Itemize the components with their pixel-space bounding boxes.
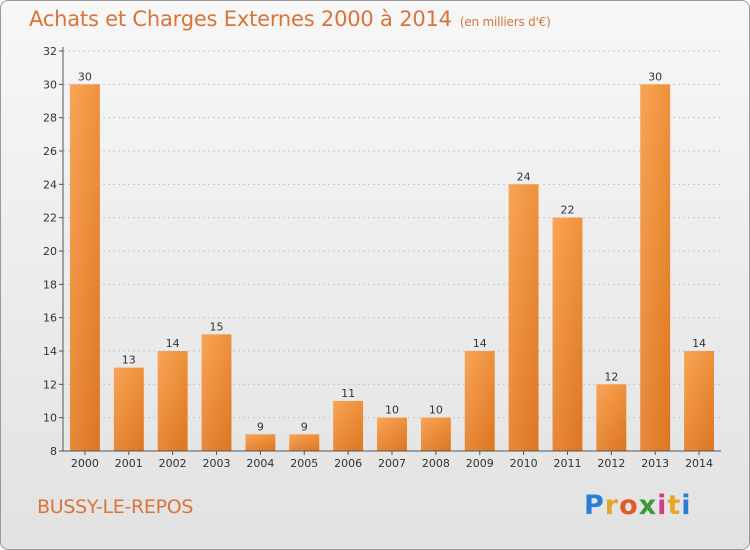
x-tick-label: 2009: [466, 457, 494, 470]
chart-title-text: Achats et Charges Externes 2000 à 2014: [29, 7, 452, 31]
bar-shade: [508, 184, 539, 452]
x-tick-label: 2011: [553, 457, 581, 470]
bars-group: 30 13 14 15 9 9 11 10 10 14 24 22 12 30 14: [70, 70, 714, 452]
bar-value-label: 9: [257, 420, 264, 433]
logo-letter: o: [619, 490, 639, 521]
bar-shade: [245, 434, 276, 451]
bar-shade: [420, 417, 451, 451]
logo-letter: i: [681, 490, 692, 521]
bar-shade: [333, 401, 364, 451]
bar-value-label: 14: [166, 337, 180, 350]
bar-value-label: 13: [122, 354, 136, 367]
bar-value-label: 10: [429, 404, 443, 417]
bar-shade: [596, 384, 627, 451]
bar-shade: [157, 351, 188, 451]
y-tick-label: 22: [43, 212, 57, 225]
x-tick-label: 2001: [115, 457, 143, 470]
y-tick-label: 14: [43, 345, 57, 358]
x-tick-label: 2003: [203, 457, 231, 470]
bar-value-label: 14: [473, 337, 487, 350]
x-tick-label: 2004: [246, 457, 274, 470]
bar-value-label: 30: [648, 70, 662, 83]
bar-value-label: 11: [341, 387, 355, 400]
proxiti-logo: Proxiti: [584, 490, 692, 521]
bar-shade: [464, 351, 495, 451]
bar-value-label: 22: [560, 204, 574, 217]
y-tick-label: 12: [43, 378, 57, 391]
bar-value-label: 10: [385, 404, 399, 417]
bar-value-label: 30: [78, 70, 92, 83]
y-tick-label: 10: [43, 412, 57, 425]
chart-title: Achats et Charges Externes 2000 à 2014 (e…: [29, 7, 551, 31]
logo-letter: x: [638, 490, 658, 521]
x-tick-label: 2013: [641, 457, 669, 470]
x-tick-label: 2007: [378, 457, 406, 470]
x-tick-label: 2005: [290, 457, 318, 470]
logo-letter: t: [667, 490, 682, 521]
bar-value-label: 14: [692, 337, 706, 350]
chart-subtitle: (en milliers d'€): [459, 15, 551, 29]
y-tick-label: 18: [43, 278, 57, 291]
logo-letter: i: [657, 490, 668, 521]
commune-name: BUSSY-LE-REPOS: [37, 496, 194, 518]
bar-value-label: 24: [517, 170, 531, 183]
logo-letter: r: [604, 490, 620, 521]
bar-shade: [552, 217, 583, 451]
x-tick-label: 2002: [159, 457, 187, 470]
bar-value-label: 12: [604, 370, 618, 383]
y-tick-label: 16: [43, 312, 57, 325]
y-tick-label: 20: [43, 245, 57, 258]
bar-shade: [113, 367, 144, 451]
bar-value-label: 9: [301, 420, 308, 433]
x-tick-label: 2014: [685, 457, 713, 470]
y-tick-label: 8: [50, 445, 57, 458]
y-tick-label: 28: [43, 112, 57, 125]
bar-shade: [640, 84, 671, 451]
x-tick-label: 2008: [422, 457, 450, 470]
x-tick-label: 2012: [597, 457, 625, 470]
bar-shade: [684, 351, 714, 451]
y-tick-label: 32: [43, 45, 57, 58]
bar-shade: [377, 417, 407, 451]
axes-group: 8 10 12 14 16 18 20 22 24 26 28 30 32 2000 2001 2002 200…: [43, 45, 721, 470]
x-tick-label: 2000: [71, 457, 99, 470]
bar-shade: [201, 334, 232, 451]
y-tick-label: 24: [43, 178, 57, 191]
logo-letter: P: [584, 490, 605, 521]
y-tick-label: 26: [43, 145, 57, 158]
x-tick-label: 2010: [510, 457, 538, 470]
bar-value-label: 15: [210, 320, 224, 333]
bar-shade: [70, 84, 100, 451]
y-tick-label: 30: [43, 78, 57, 91]
x-tick-label: 2006: [334, 457, 362, 470]
bar-shade: [289, 434, 320, 451]
